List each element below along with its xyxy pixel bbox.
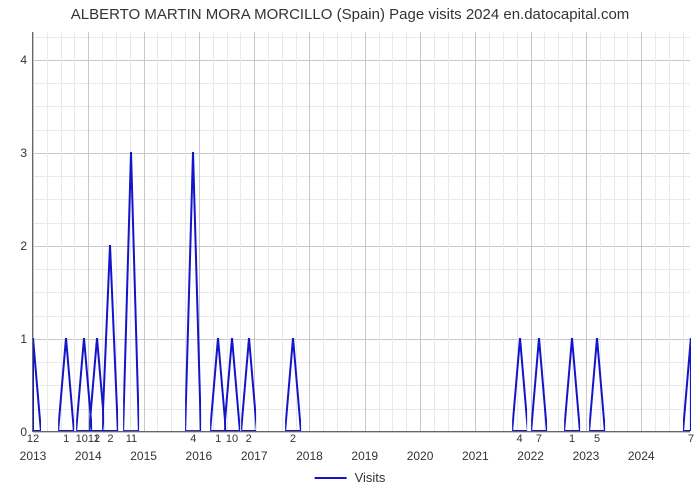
grid-minor-v	[282, 32, 283, 431]
grid-minor-v	[503, 32, 504, 431]
grid-major-h	[33, 60, 690, 61]
grid-minor-v	[337, 32, 338, 431]
grid-minor-v	[351, 32, 352, 431]
x-tick-label: 2018	[296, 431, 323, 463]
grid-minor-v	[614, 32, 615, 431]
y-tick-label: 1	[20, 332, 33, 346]
data-point-label: 11	[126, 431, 137, 445]
x-tick-label: 2020	[407, 431, 434, 463]
data-point-label: 7	[536, 431, 542, 445]
grid-major-v	[641, 32, 642, 431]
grid-minor-v	[655, 32, 656, 431]
grid-minor-v	[669, 32, 670, 431]
grid-major-v	[420, 32, 421, 431]
grid-minor-v	[627, 32, 628, 431]
data-point-label: 7	[688, 431, 694, 445]
data-spike	[531, 338, 547, 431]
data-point-label: 1	[569, 431, 575, 445]
grid-minor-v	[323, 32, 324, 431]
data-spike	[58, 338, 74, 431]
data-point-label: 1	[63, 431, 69, 445]
grid-minor-v	[558, 32, 559, 431]
grid-minor-h	[33, 130, 690, 131]
data-spike	[589, 338, 605, 431]
data-point-label: 4	[190, 431, 196, 445]
data-point-label: 12	[27, 431, 39, 445]
grid-minor-v	[379, 32, 380, 431]
data-spike	[185, 152, 201, 431]
grid-minor-v	[462, 32, 463, 431]
grid-major-v	[309, 32, 310, 431]
grid-major-v	[475, 32, 476, 431]
data-spike	[224, 338, 240, 431]
grid-minor-v	[47, 32, 48, 431]
plot-area: 0123420132014201520162017201820192020202…	[32, 32, 690, 432]
x-tick-label: 2021	[462, 431, 489, 463]
data-spike	[683, 338, 691, 431]
legend-label: Visits	[355, 470, 386, 485]
grid-minor-h	[33, 106, 690, 107]
data-spike	[512, 338, 528, 431]
legend: Visits	[315, 470, 386, 485]
grid-minor-h	[33, 37, 690, 38]
grid-minor-v	[489, 32, 490, 431]
grid-major-v	[144, 32, 145, 431]
data-point-label: 2	[290, 431, 296, 445]
data-point-label: 10	[226, 431, 238, 445]
y-tick-label: 4	[20, 53, 33, 67]
data-point-label: 5	[594, 431, 600, 445]
grid-major-v	[365, 32, 366, 431]
grid-minor-v	[406, 32, 407, 431]
data-point-label: 2	[246, 431, 252, 445]
data-point-label: 2	[107, 431, 113, 445]
data-spike	[103, 245, 119, 431]
data-spike	[33, 338, 41, 431]
data-spike	[241, 338, 257, 431]
y-tick-label: 3	[20, 146, 33, 160]
legend-swatch	[315, 477, 347, 479]
grid-minor-v	[448, 32, 449, 431]
data-point-label: 4	[517, 431, 523, 445]
grid-minor-v	[434, 32, 435, 431]
data-point-label: 1	[94, 431, 100, 445]
data-point-label: 1	[215, 431, 221, 445]
grid-major-v	[586, 32, 587, 431]
data-spike	[285, 338, 301, 431]
chart-container: ALBERTO MARTIN MORA MORCILLO (Spain) Pag…	[0, 0, 700, 500]
x-tick-label: 2019	[351, 431, 378, 463]
y-tick-label: 2	[20, 239, 33, 253]
chart-title: ALBERTO MARTIN MORA MORCILLO (Spain) Pag…	[0, 0, 700, 23]
grid-minor-v	[268, 32, 269, 431]
grid-minor-v	[171, 32, 172, 431]
grid-minor-v	[392, 32, 393, 431]
x-tick-label: 2024	[628, 431, 655, 463]
grid-minor-v	[157, 32, 158, 431]
data-spike	[124, 152, 140, 431]
data-spike	[564, 338, 580, 431]
grid-minor-h	[33, 83, 690, 84]
